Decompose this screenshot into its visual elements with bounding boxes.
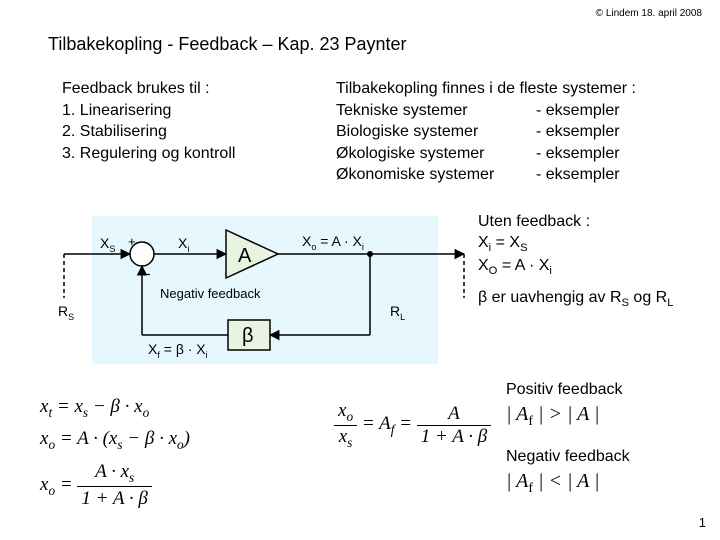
right-row: Biologiske systemer- eksempler <box>336 121 636 143</box>
page-number: 1 <box>699 515 706 530</box>
neg-fb-header: Negativ feedback <box>506 447 630 468</box>
note-line: β er uavhengig av RS og RL <box>478 288 673 311</box>
right-column: Tilbakekopling finnes i de fleste system… <box>336 78 636 186</box>
left-column: Feedback brukes til : 1. Linearisering 2… <box>62 78 235 164</box>
page-title: Tilbakekopling - Feedback – Kap. 23 Payn… <box>48 34 407 55</box>
left-item: 3. Regulering og kontroll <box>62 143 235 165</box>
neg-fb-eq: | Af | < | A | <box>506 468 630 498</box>
right-row: Økologiske systemer- eksempler <box>336 143 636 165</box>
note-line: XO = A · Xi <box>478 256 673 279</box>
left-item: 1. Linearisering <box>62 100 235 122</box>
equations-af: xo xs = Af = A 1 + A · β <box>334 400 491 451</box>
amp-label: A <box>238 245 252 267</box>
left-header: Feedback brukes til : <box>62 78 235 100</box>
note-line: Uten feedback : <box>478 212 673 233</box>
feedback-summary: Positiv feedback | Af | > | A | Negativ … <box>506 380 630 498</box>
right-row: Tekniske systemer- eksempler <box>336 100 636 122</box>
left-item: 2. Stabilisering <box>62 121 235 143</box>
feedback-diagram: + - A β XS Xi Xo = A · Xi RS RL Xf = β ·… <box>58 210 470 370</box>
minus-sign: - <box>146 265 151 281</box>
rs-label: RS <box>58 303 74 322</box>
eq-line: xo = A · xs 1 + A · β <box>40 460 190 511</box>
side-notes: Uten feedback : Xi = XS XO = A · Xi β er… <box>478 212 673 311</box>
right-header: Tilbakekopling finnes i de fleste system… <box>336 78 636 100</box>
beta-label: β <box>242 325 254 347</box>
eq-line: xo = A · (xs − β · xo) <box>40 427 190 453</box>
eq-line: xt = xs − β · xo <box>40 395 190 421</box>
plus-sign: + <box>128 234 136 249</box>
neg-feedback-caption: Negativ feedback <box>160 286 261 301</box>
pos-fb-header: Positiv feedback <box>506 380 630 401</box>
copyright-text: © Lindem 18. april 2008 <box>596 8 702 19</box>
right-row: Økonomiske systemer- eksempler <box>336 164 636 186</box>
note-line: Xi = XS <box>478 233 673 256</box>
equations-left: xt = xs − β · xo xo = A · (xs − β · xo) … <box>40 395 190 511</box>
pos-fb-eq: | Af | > | A | <box>506 401 630 431</box>
